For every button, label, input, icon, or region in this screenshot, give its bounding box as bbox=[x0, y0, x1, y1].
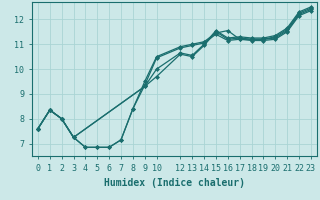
X-axis label: Humidex (Indice chaleur): Humidex (Indice chaleur) bbox=[104, 178, 245, 188]
